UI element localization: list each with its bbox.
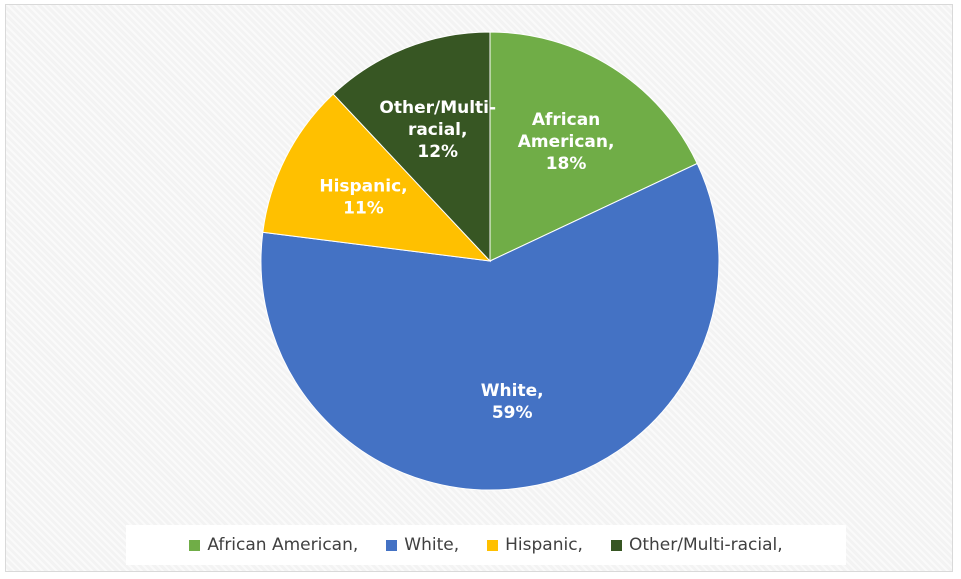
legend-label-african-american: African American, xyxy=(207,535,359,555)
pie-labels: African American, 18% White, 59% Hispanic, 11%… xyxy=(319,98,614,423)
pie-slices xyxy=(260,31,720,491)
pie-label-line: American, xyxy=(518,132,615,152)
pie-label-line: Hispanic, xyxy=(319,177,407,197)
pie-label-line: 18% xyxy=(546,154,587,174)
pie-label-white: White, 59% xyxy=(481,381,544,423)
pie-chart: African American, 18% White, 59% Hispanic, 11%… xyxy=(260,31,720,491)
pie-label-line: 12% xyxy=(417,142,458,162)
legend-item-other-multi-racial: Other/Multi-racial, xyxy=(610,535,783,555)
pie-label-african-american: African American, 18% xyxy=(518,110,615,174)
pie-slice-other-multi-racial xyxy=(332,31,491,263)
legend-label-other-multi-racial: Other/Multi-racial, xyxy=(628,535,783,555)
pie-label-line: White, xyxy=(481,381,544,401)
chart-area: African American, 18% White, 59% Hispanic, 11%… xyxy=(5,4,953,572)
legend-swatch-other-multi-racial xyxy=(610,539,622,551)
pie-slice-white xyxy=(260,162,720,491)
pie-slice-african-american xyxy=(489,31,698,262)
pie-label-line: Other/Multi- xyxy=(379,98,496,118)
legend-item-hispanic: Hispanic, xyxy=(487,535,583,555)
pie-label-hispanic: Hispanic, 11% xyxy=(319,177,407,219)
legend-swatch-hispanic xyxy=(487,539,499,551)
legend: African American, White, Hispanic, Other… xyxy=(126,525,846,565)
pie-label-line: 59% xyxy=(492,403,533,423)
legend-label-white: White, xyxy=(404,535,460,555)
legend-item-white: White, xyxy=(386,535,459,555)
pie-label-other-multi-racial: Other/Multi-racial, 12% xyxy=(379,98,496,162)
pie-label-line: racial, xyxy=(408,120,468,140)
pie-label-line: 11% xyxy=(343,199,384,219)
legend-label-hispanic: Hispanic, xyxy=(505,535,583,555)
legend-swatch-african-american xyxy=(189,539,201,551)
pie-label-line: African xyxy=(532,110,600,130)
pie-slice-hispanic xyxy=(262,93,492,262)
legend-item-african-american: African American, xyxy=(189,535,358,555)
legend-swatch-white xyxy=(386,539,398,551)
